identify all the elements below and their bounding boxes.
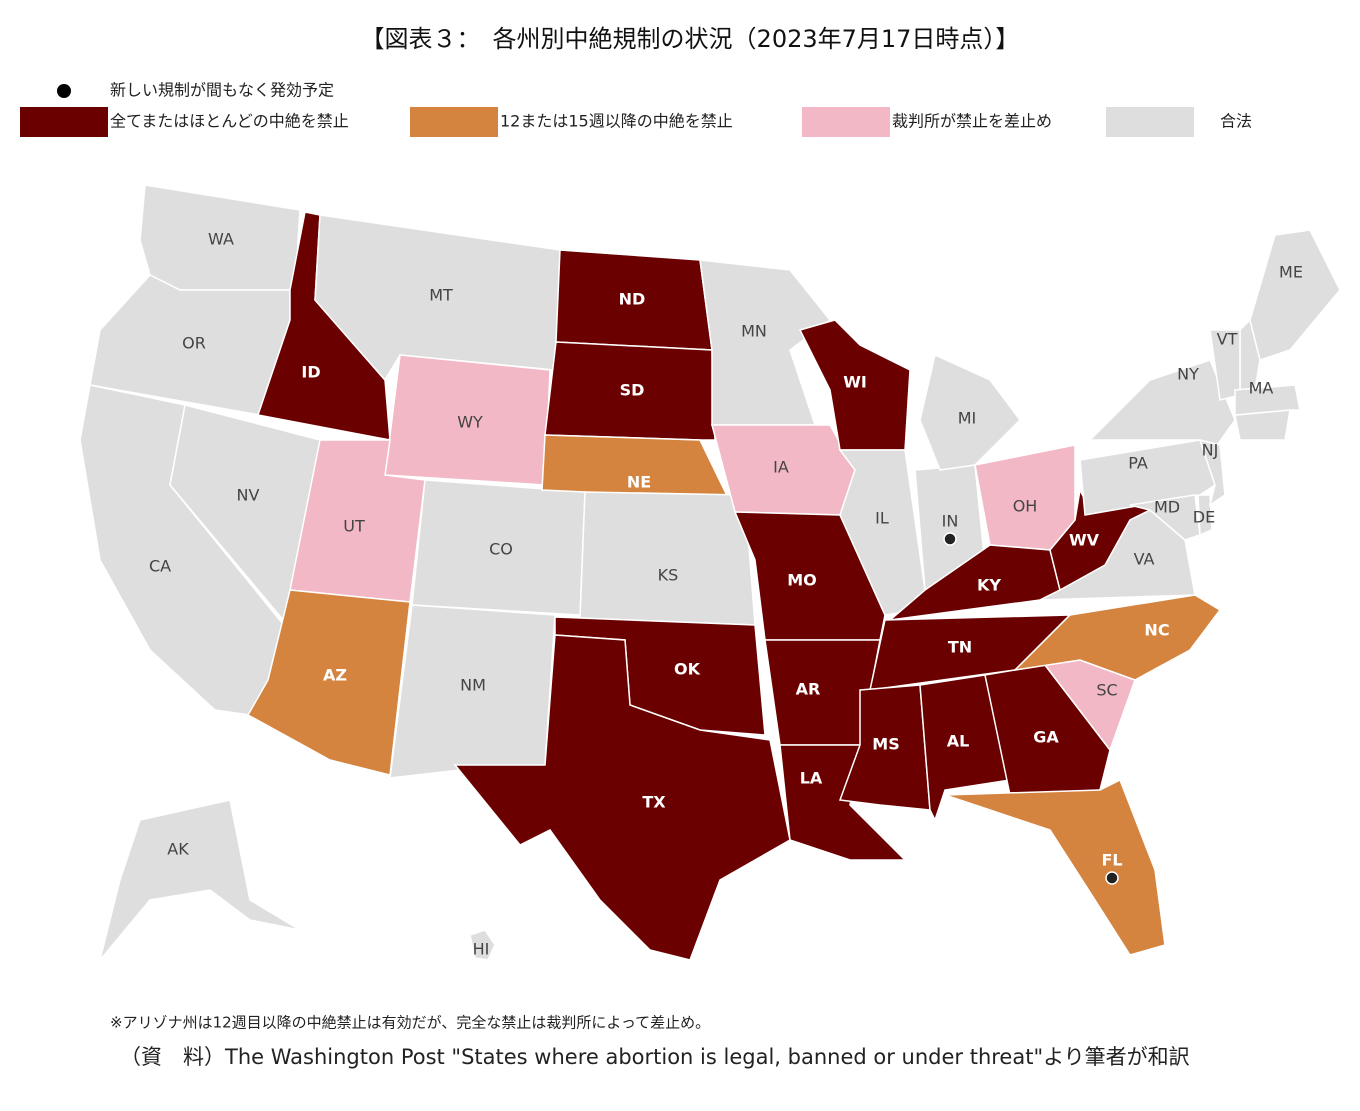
source: （資 料）The Washington Post "States where a…: [120, 1045, 1190, 1069]
legend-swatch: [20, 107, 108, 137]
state-label: VA: [1134, 550, 1155, 569]
legend-swatch: [1106, 107, 1194, 137]
states: WA OR CA NV ID MT WY UT CO AZ NM ND SD NE KS OK TX MN IA MO…: [79, 184, 1341, 961]
state-label: NY: [1177, 365, 1199, 384]
state-shape: [1234, 384, 1301, 416]
state-label: CO: [489, 540, 513, 559]
state-label: NM: [460, 676, 486, 695]
state-label: WV: [1069, 531, 1100, 550]
state-label: GA: [1033, 728, 1059, 747]
state-shape: [1198, 438, 1226, 507]
legend-swatch: [410, 107, 498, 137]
state-label: IL: [875, 509, 889, 528]
state-shape: [838, 449, 926, 616]
state-label: MD: [1154, 498, 1180, 517]
state-label: MA: [1249, 379, 1274, 398]
state-label: ND: [619, 290, 646, 309]
state-shape: [469, 929, 496, 961]
state-label: KS: [658, 566, 679, 585]
state-shape: [1079, 439, 1216, 516]
pending-legend-dot: [57, 84, 71, 98]
state-label: WY: [457, 413, 483, 432]
state-label: TX: [642, 793, 666, 812]
state-shape: [1249, 229, 1341, 361]
state-label: DE: [1193, 508, 1215, 527]
state-label: AK: [167, 840, 189, 859]
state-label: AR: [796, 680, 821, 699]
pending-dot: [943, 532, 957, 546]
state-shape: [798, 319, 911, 451]
pending-dot: [1105, 871, 1119, 885]
state-shape: [1197, 494, 1213, 537]
legend-label: 新しい規制が間もなく発効予定: [110, 81, 334, 100]
state-label: UT: [343, 517, 365, 536]
state-label: OR: [182, 334, 206, 353]
legend-label: 合法: [1220, 112, 1252, 131]
state-label: SD: [620, 381, 645, 400]
title: 【図表３： 各州別中絶規制の状況（2023年7月17日時点）】: [361, 25, 1020, 53]
legend-label: 裁判所が禁止を差止め: [892, 112, 1052, 131]
state-label: FL: [1101, 851, 1122, 870]
state-label: VT: [1217, 330, 1238, 349]
state-label: NJ: [1202, 441, 1219, 460]
state-label: WA: [208, 230, 234, 249]
state-shape: [944, 778, 1166, 956]
state-label: MN: [741, 322, 767, 341]
state-label: OK: [674, 660, 701, 679]
state-label: WI: [843, 373, 867, 392]
state-shape: [246, 589, 411, 776]
state-shape: [579, 491, 756, 626]
state-label: NC: [1144, 621, 1169, 640]
state-label: KY: [977, 576, 1001, 595]
state-label: TN: [948, 638, 972, 657]
state-shape: [99, 799, 301, 961]
state-label: CA: [149, 557, 171, 576]
legend-label: 全てまたはほとんどの中絶を禁止: [110, 112, 349, 131]
state-label: IN: [942, 512, 959, 531]
state-label: AL: [947, 732, 970, 751]
state-label: PA: [1128, 454, 1148, 473]
state-label: MI: [958, 409, 977, 428]
state-label: LA: [800, 769, 823, 788]
state-label: ME: [1279, 263, 1303, 282]
state-label: IA: [773, 458, 789, 477]
state-label: MS: [872, 735, 899, 754]
state-label: MO: [787, 571, 817, 590]
state-shape: [1129, 494, 1201, 541]
state-label: NE: [627, 473, 651, 492]
state-shape: [453, 634, 791, 961]
state-label: AZ: [323, 666, 347, 685]
state-label: ID: [301, 363, 320, 382]
state-shape: [699, 259, 832, 426]
state-label: NV: [237, 486, 260, 505]
state-shape: [544, 341, 716, 441]
state-label: OH: [1013, 497, 1038, 516]
state-label: MT: [429, 286, 453, 305]
state-label: HI: [473, 940, 490, 959]
legend-swatch: [802, 107, 890, 137]
legend-label: 12または15週以降の中絶を禁止: [500, 112, 733, 131]
state-shape: [1012, 594, 1222, 681]
state-label: SC: [1096, 681, 1117, 700]
note: ※アリゾナ州は12週目以降の中絶禁止は有効だが、完全な禁止は裁判所によって差止め…: [110, 1014, 710, 1032]
